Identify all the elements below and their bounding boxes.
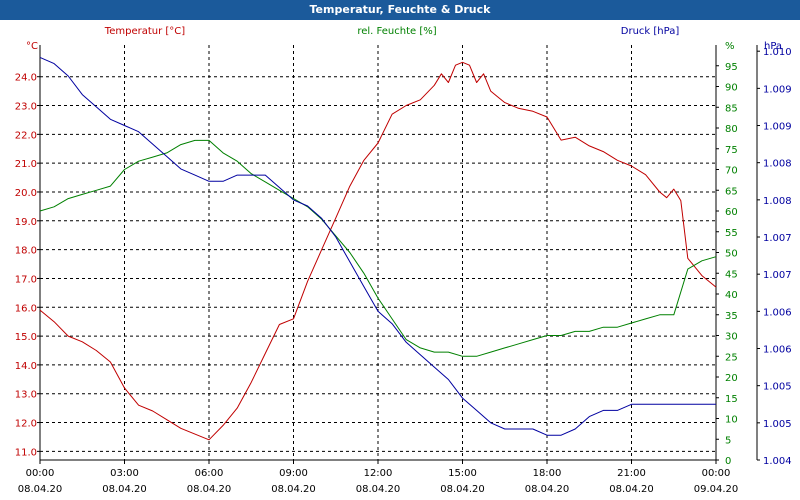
humidity-tick-label: 10 xyxy=(725,415,738,426)
x-tick-time: 03:00 xyxy=(110,468,139,479)
pressure-tick-label: 1.005 xyxy=(763,382,792,393)
humidity-tick-label: 35 xyxy=(725,311,738,322)
humidity-unit: % xyxy=(725,41,735,52)
pressure-ticks: 1.004 1.005 1.005 1.006 1.006 1.007 1.007 1.008… xyxy=(757,47,792,467)
humidity-tick-label: 30 xyxy=(725,332,738,343)
series-lines xyxy=(39,56,717,441)
x-tick-date: 08.04.20 xyxy=(102,484,147,495)
temperature-tick-label: 14.0 xyxy=(15,361,37,372)
pressure-tick-label: 1.004 xyxy=(763,456,792,467)
pressure-tick-label: 1.008 xyxy=(763,159,792,170)
axis-labels: °C Temperatur [°C] rel. Feuchte [%] Druck [… xyxy=(26,26,782,52)
x-tick-time: 18:00 xyxy=(533,468,562,479)
pressure-tick-label: 1.007 xyxy=(763,270,792,281)
temperature-tick-label: 22.0 xyxy=(15,130,37,141)
plot-frame xyxy=(39,45,758,461)
humidity-tick-label: 95 xyxy=(725,62,738,73)
humidity-tick-label: 80 xyxy=(725,124,738,135)
x-tick-date: 08.04.20 xyxy=(271,484,316,495)
humidity-tick-label: 45 xyxy=(725,269,738,280)
humidity-tick-label: 65 xyxy=(725,186,738,197)
pressure-tick-label: 1.010 xyxy=(763,47,792,58)
chart-svg: °C Temperatur [°C] rel. Feuchte [%] Druck [… xyxy=(15,26,792,495)
humidity-tick-label: 0 xyxy=(725,456,731,467)
x-tick-date: 08.04.20 xyxy=(525,484,570,495)
x-tick-time: 09:00 xyxy=(279,468,308,479)
window-title: Temperatur, Feuchte & Druck xyxy=(0,0,800,20)
x-tick-date: 08.04.20 xyxy=(440,484,485,495)
pressure-series-line xyxy=(39,56,716,436)
humidity-tick-label: 15 xyxy=(725,394,738,405)
temperature-tick-label: 17.0 xyxy=(15,274,37,285)
x-tick-date: 08.04.20 xyxy=(18,484,63,495)
humidity-tick-label: 85 xyxy=(725,103,738,114)
temperature-ticks: 11.0 12.0 13.0 14.0 15.0 16.0 17.0 18.0 19.0 20.0… xyxy=(15,73,40,458)
x-tick-time: 06:00 xyxy=(195,468,224,479)
x-tick-time: 00:00 xyxy=(702,468,731,479)
x-tick-time: 21:00 xyxy=(617,468,646,479)
temperature-tick-label: 15.0 xyxy=(15,332,37,343)
humidity-series-line xyxy=(39,139,717,357)
temperature-tick-label: 18.0 xyxy=(15,246,37,257)
pressure-tick-label: 1.009 xyxy=(763,122,792,133)
temperature-tick-label: 11.0 xyxy=(15,447,37,458)
x-tick-time: 15:00 xyxy=(448,468,477,479)
x-tick-time: 00:00 xyxy=(26,468,55,479)
x-tick-date: 09.04.20 xyxy=(694,484,739,495)
temperature-tick-label: 13.0 xyxy=(15,390,37,401)
humidity-tick-label: 50 xyxy=(725,249,738,260)
x-tick-time: 12:00 xyxy=(364,468,393,479)
temperature-tick-label: 24.0 xyxy=(15,73,37,84)
humidity-tick-label: 5 xyxy=(725,435,731,446)
gridlines xyxy=(40,45,716,460)
pressure-unit: hPa xyxy=(764,41,782,52)
x-tick-date: 08.04.20 xyxy=(609,484,654,495)
pressure-tick-label: 1.007 xyxy=(763,233,792,244)
temperature-axis-label: Temperatur [°C] xyxy=(104,26,185,37)
humidity-tick-label: 70 xyxy=(725,166,738,177)
humidity-axis-label: rel. Feuchte [%] xyxy=(357,26,436,37)
humidity-ticks: 0 5 10 15 20 25 30 35 40 45 50 55 60 65 70 75 80 85 90 95 xyxy=(716,62,738,467)
temperature-tick-label: 12.0 xyxy=(15,419,37,430)
humidity-tick-label: 40 xyxy=(725,290,738,301)
humidity-tick-label: 75 xyxy=(725,145,738,156)
temperature-tick-label: 16.0 xyxy=(15,303,37,314)
x-ticks: 00:00 08.04.20 03:00 08.04.20 06:00 08.04.20 0… xyxy=(18,460,739,495)
humidity-tick-label: 20 xyxy=(725,373,738,384)
x-tick-date: 08.04.20 xyxy=(187,484,232,495)
humidity-tick-label: 90 xyxy=(725,83,738,94)
pressure-tick-label: 1.006 xyxy=(763,307,792,318)
humidity-tick-label: 60 xyxy=(725,207,738,218)
pressure-tick-label: 1.005 xyxy=(763,419,792,430)
pressure-tick-label: 1.008 xyxy=(763,196,792,207)
x-tick-date: 08.04.20 xyxy=(356,484,401,495)
temperature-tick-label: 19.0 xyxy=(15,217,37,228)
pressure-tick-label: 1.009 xyxy=(763,84,792,95)
temperature-tick-label: 20.0 xyxy=(15,188,37,199)
temperature-unit: °C xyxy=(26,41,38,52)
temperature-tick-label: 21.0 xyxy=(15,159,37,170)
humidity-tick-label: 25 xyxy=(725,352,738,363)
humidity-tick-label: 55 xyxy=(725,228,738,239)
pressure-axis-label: Druck [hPa] xyxy=(621,26,680,37)
temperature-series-line xyxy=(39,61,717,441)
temperature-tick-label: 23.0 xyxy=(15,102,37,113)
pressure-tick-label: 1.006 xyxy=(763,345,792,356)
